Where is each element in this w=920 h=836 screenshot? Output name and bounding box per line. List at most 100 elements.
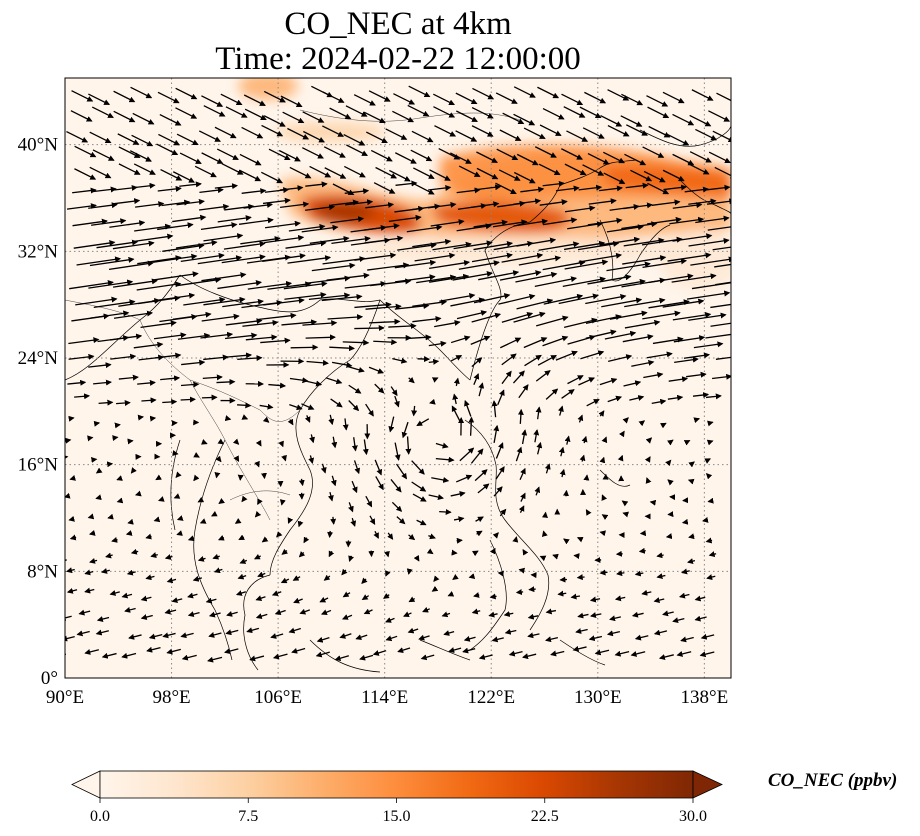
wind-arrow (447, 591, 455, 597)
wind-arrow (302, 147, 324, 159)
wind-arrow (663, 184, 688, 191)
wind-arrow (132, 182, 156, 189)
wind-arrow (394, 274, 436, 283)
wind-arrow (344, 165, 366, 178)
wind-arrow (180, 381, 200, 388)
wind-arrow (715, 356, 731, 360)
colorbar-ticks: 0.0 7.5 15.0 22.5 30.0 (90, 798, 707, 825)
colorbar-body (99, 770, 694, 799)
wind-arrow (359, 654, 374, 661)
wind-arrow (683, 440, 691, 446)
wind-arrow (411, 460, 425, 475)
wind-arrow (339, 633, 352, 639)
wind-arrow (647, 216, 682, 225)
wind-arrow (691, 89, 714, 101)
wind-arrow (201, 272, 247, 282)
colorbar-tick-label: 30.0 (679, 808, 707, 825)
wind-arrow (90, 310, 130, 319)
wind-arrow (395, 180, 418, 187)
wind-arrow (708, 110, 731, 122)
wind-arrow (109, 590, 120, 596)
wind-arrow (527, 632, 540, 639)
wind-arrow (108, 260, 154, 270)
wind-arrow (579, 454, 586, 462)
wind-arrow (288, 627, 301, 634)
wind-arrow (672, 312, 712, 321)
wind-arrow (428, 358, 440, 365)
wind-arrow (489, 547, 496, 555)
wind-arrow (606, 261, 651, 272)
wind-arrow (471, 608, 481, 615)
wind-arrow (450, 491, 466, 497)
wind-arrow (342, 591, 351, 598)
wind-arrow (148, 633, 163, 640)
wind-arrow (66, 587, 78, 594)
wind-arrow (622, 334, 654, 343)
wind-arrow (113, 310, 154, 319)
wind-arrow (92, 149, 115, 161)
wind-arrow (706, 439, 714, 446)
wind-arrow (557, 590, 567, 597)
wind-arrow (626, 124, 648, 136)
wind-arrow (563, 317, 598, 329)
wind-arrow (180, 632, 194, 639)
wind-arrow (582, 127, 605, 139)
lat-tick-label: 24°N (18, 348, 59, 369)
wind-arrow (241, 495, 248, 503)
wind-arrow (373, 530, 379, 539)
wind-arrow (155, 352, 182, 359)
wind-arrow (607, 124, 630, 137)
wind-arrow (513, 198, 542, 205)
wind-arrow (220, 93, 243, 106)
wind-arrow (563, 538, 570, 545)
wind-arrow (311, 262, 356, 272)
wind-arrow (614, 595, 626, 602)
wind-arrow (116, 497, 124, 504)
wind-arrow (495, 466, 505, 480)
wind-arrow (641, 236, 683, 246)
wind-arrow (625, 182, 649, 189)
lon-tick-label: 122°E (467, 687, 515, 708)
wind-arrow (687, 558, 696, 565)
wind-arrow (397, 647, 411, 654)
wind-arrow (127, 518, 134, 525)
wind-arrow (621, 500, 629, 507)
wind-arrow (538, 241, 580, 251)
wind-arrow (434, 320, 461, 328)
colorbar-label: CO_NEC (ppbv) (768, 770, 898, 791)
wind-arrow (261, 171, 283, 184)
wind-arrow (418, 634, 430, 641)
wind-arrow (452, 393, 459, 405)
wind-arrow (537, 86, 560, 99)
wind-arrow (536, 315, 569, 327)
wind-arrow (501, 311, 534, 323)
wind-arrow (680, 636, 694, 643)
wind-arrow (156, 143, 179, 156)
wind-arrow (309, 165, 332, 178)
wind-arrow (455, 130, 478, 142)
wind-arrow (561, 93, 584, 106)
wind-vector-field (65, 85, 731, 663)
map-title: CO_NEC at 4km (284, 6, 512, 42)
wind-arrow (84, 569, 94, 576)
wind-arrow (453, 377, 460, 387)
wind-arrow (153, 253, 198, 263)
wind-arrow (66, 203, 97, 210)
wind-arrow (634, 570, 644, 577)
wind-arrow (101, 652, 117, 659)
wind-arrow (73, 240, 116, 249)
wind-arrow (630, 651, 646, 657)
wind-arrow (712, 373, 731, 380)
wind-arrow (289, 404, 303, 411)
wind-arrow (471, 357, 483, 368)
wind-arrow (101, 568, 110, 574)
plume-north-strip (275, 122, 385, 142)
wind-arrow (432, 241, 472, 251)
wind-arrow (672, 617, 685, 624)
wind-arrow (512, 536, 519, 543)
wind-arrow (689, 151, 712, 163)
wind-arrow (622, 255, 667, 265)
wind-arrow (113, 90, 136, 103)
wind-arrow (429, 398, 436, 405)
